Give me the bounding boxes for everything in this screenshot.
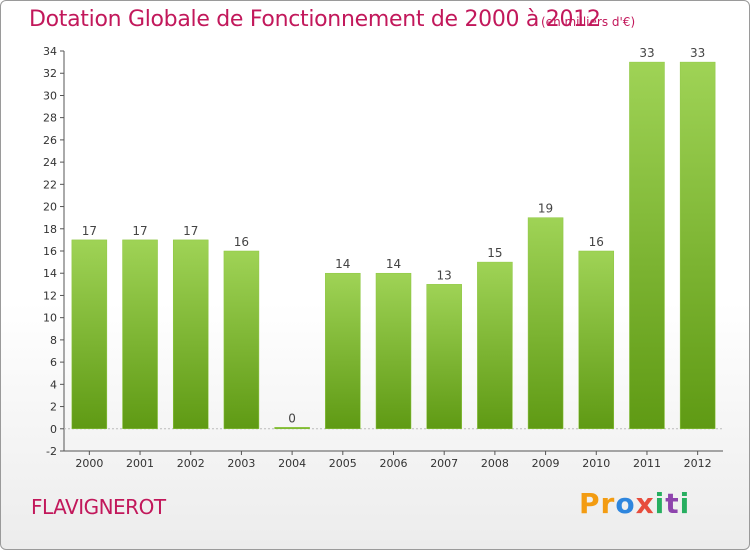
x-tick-label: 2000 (75, 457, 103, 470)
x-tick-label: 2002 (177, 457, 205, 470)
chart-bars: 17 17 17 16 0 14 14 13 15 19 16 33 33 (71, 46, 716, 430)
bar-value-label: 13 (437, 268, 452, 282)
bar-value-label: 33 (690, 46, 705, 60)
y-tick-label: 22 (43, 178, 57, 191)
bar-value-label: 16 (589, 235, 604, 249)
bar-2005 (325, 272, 361, 430)
logo-letter: i (679, 487, 691, 520)
x-tick-label: 2005 (329, 457, 357, 470)
bar-2000 (71, 239, 108, 430)
logo-letter: x (635, 487, 655, 520)
x-tick-label: 2012 (684, 457, 712, 470)
bar-value-label: 16 (234, 235, 249, 249)
bar-value-label: 14 (386, 257, 401, 271)
bar-value-label: 17 (82, 224, 97, 238)
bar-value-label: 0 (288, 411, 296, 425)
bar-2010 (578, 250, 615, 430)
x-tick-label: 2006 (380, 457, 408, 470)
bar-2007 (426, 284, 462, 430)
bar-2004 (274, 427, 310, 430)
y-tick-label: 4 (50, 378, 57, 391)
x-tick-label: 2009 (532, 457, 560, 470)
y-tick-label: 6 (50, 356, 57, 369)
logo-letter: P (579, 487, 601, 520)
bar-value-label: 17 (132, 224, 147, 238)
y-tick-label: 12 (43, 289, 57, 302)
x-tick-label: 2010 (582, 457, 610, 470)
logo-letter: i (654, 487, 666, 520)
y-tick-label: 34 (43, 45, 57, 58)
commune-name: FLAVIGNEROT (31, 495, 166, 519)
bar-value-label: 33 (639, 46, 654, 60)
x-tick-label: 2011 (633, 457, 661, 470)
y-tick-label: 10 (43, 312, 57, 325)
bar-value-label: 17 (183, 224, 198, 238)
bar-value-label: 19 (538, 202, 553, 216)
y-tick-label: 32 (43, 67, 57, 80)
chart-title: Dotation Globale de Fonctionnement de 20… (29, 7, 601, 32)
x-tick-label: 2003 (227, 457, 255, 470)
bar-2003 (223, 250, 260, 430)
x-tick-label: 2008 (481, 457, 509, 470)
bar-2001 (122, 239, 158, 430)
y-tick-label: 26 (43, 134, 57, 147)
bar-2011 (629, 61, 665, 430)
y-tick-label: 28 (43, 112, 57, 125)
y-tick-label: -2 (46, 445, 57, 458)
bar-value-label: 15 (487, 246, 502, 260)
x-tick-label: 2004 (278, 457, 306, 470)
y-tick-label: 30 (43, 89, 57, 102)
y-tick-label: 8 (50, 334, 57, 347)
bar-2012 (679, 61, 716, 430)
proxiti-logo[interactable]: Proxiti (579, 487, 690, 520)
x-tick-label: 2007 (430, 457, 458, 470)
bar-2009 (527, 217, 564, 430)
logo-letter: o (615, 487, 636, 520)
chart-subtitle: (en milliers d'€) (541, 15, 636, 29)
y-tick-label: 24 (43, 156, 57, 169)
y-tick-label: 2 (50, 401, 57, 414)
bar-2002 (172, 239, 209, 430)
y-tick-label: 16 (43, 245, 57, 258)
y-tick-label: 14 (43, 267, 57, 280)
x-tick-label: 2001 (126, 457, 154, 470)
y-tick-label: 20 (43, 201, 57, 214)
y-tick-label: 0 (50, 423, 57, 436)
logo-letter: r (600, 487, 616, 520)
bar-2006 (375, 272, 412, 430)
logo-letter: t (665, 487, 680, 520)
bar-value-label: 14 (335, 257, 350, 271)
y-tick-label: 18 (43, 223, 57, 236)
bar-2008 (477, 261, 513, 430)
